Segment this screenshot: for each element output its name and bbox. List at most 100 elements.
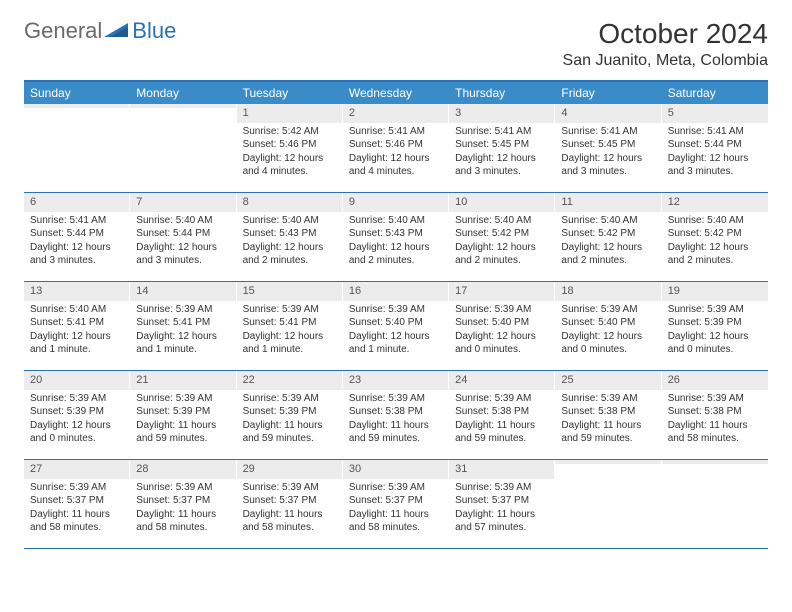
day-cell: 29Sunrise: 5:39 AMSunset: 5:37 PMDayligh… <box>237 460 343 548</box>
day-number: 17 <box>449 282 555 301</box>
daylight-text: Daylight: 12 hours and 3 minutes. <box>455 152 549 179</box>
sunset-text: Sunset: 5:44 PM <box>136 227 230 241</box>
day-number: 19 <box>662 282 768 301</box>
day-body <box>130 108 236 116</box>
sunrise-text: Sunrise: 5:40 AM <box>561 214 655 228</box>
sunset-text: Sunset: 5:41 PM <box>30 316 124 330</box>
sunset-text: Sunset: 5:46 PM <box>243 138 337 152</box>
day-number: 8 <box>237 193 343 212</box>
logo-text-blue: Blue <box>132 18 176 44</box>
weeks-container: 1Sunrise: 5:42 AMSunset: 5:46 PMDaylight… <box>24 104 768 549</box>
daylight-text: Daylight: 11 hours and 58 minutes. <box>668 419 762 446</box>
title-block: October 2024 San Juanito, Meta, Colombia <box>563 18 768 70</box>
sunrise-text: Sunrise: 5:39 AM <box>561 303 655 317</box>
day-body: Sunrise: 5:39 AMSunset: 5:39 PMDaylight:… <box>662 301 768 363</box>
day-number: 12 <box>662 193 768 212</box>
sunrise-text: Sunrise: 5:39 AM <box>30 481 124 495</box>
sunrise-text: Sunrise: 5:39 AM <box>243 303 337 317</box>
day-cell: 8Sunrise: 5:40 AMSunset: 5:43 PMDaylight… <box>237 193 343 281</box>
day-cell: 26Sunrise: 5:39 AMSunset: 5:38 PMDayligh… <box>662 371 768 459</box>
day-body: Sunrise: 5:39 AMSunset: 5:40 PMDaylight:… <box>449 301 555 363</box>
day-number: 3 <box>449 104 555 123</box>
day-cell: 6Sunrise: 5:41 AMSunset: 5:44 PMDaylight… <box>24 193 130 281</box>
day-cell: 16Sunrise: 5:39 AMSunset: 5:40 PMDayligh… <box>343 282 449 370</box>
daylight-text: Daylight: 12 hours and 1 minute. <box>349 330 443 357</box>
daylight-text: Daylight: 12 hours and 3 minutes. <box>561 152 655 179</box>
day-cell: 20Sunrise: 5:39 AMSunset: 5:39 PMDayligh… <box>24 371 130 459</box>
weekday-header-row: Sunday Monday Tuesday Wednesday Thursday… <box>24 82 768 104</box>
daylight-text: Daylight: 12 hours and 1 minute. <box>30 330 124 357</box>
sunrise-text: Sunrise: 5:39 AM <box>668 392 762 406</box>
day-body: Sunrise: 5:40 AMSunset: 5:41 PMDaylight:… <box>24 301 130 363</box>
day-body: Sunrise: 5:39 AMSunset: 5:40 PMDaylight:… <box>343 301 449 363</box>
day-cell: 25Sunrise: 5:39 AMSunset: 5:38 PMDayligh… <box>555 371 661 459</box>
day-body: Sunrise: 5:39 AMSunset: 5:37 PMDaylight:… <box>343 479 449 541</box>
day-number: 1 <box>237 104 343 123</box>
week-row: 27Sunrise: 5:39 AMSunset: 5:37 PMDayligh… <box>24 460 768 549</box>
day-body: Sunrise: 5:39 AMSunset: 5:39 PMDaylight:… <box>237 390 343 452</box>
sunrise-text: Sunrise: 5:39 AM <box>349 481 443 495</box>
day-cell: 19Sunrise: 5:39 AMSunset: 5:39 PMDayligh… <box>662 282 768 370</box>
day-body: Sunrise: 5:40 AMSunset: 5:43 PMDaylight:… <box>343 212 449 274</box>
day-body: Sunrise: 5:39 AMSunset: 5:41 PMDaylight:… <box>237 301 343 363</box>
day-body <box>24 108 130 116</box>
sunrise-text: Sunrise: 5:39 AM <box>668 303 762 317</box>
sunset-text: Sunset: 5:38 PM <box>561 405 655 419</box>
day-number: 4 <box>555 104 661 123</box>
day-body <box>555 464 661 472</box>
day-body: Sunrise: 5:41 AMSunset: 5:45 PMDaylight:… <box>449 123 555 185</box>
daylight-text: Daylight: 12 hours and 2 minutes. <box>243 241 337 268</box>
sunset-text: Sunset: 5:41 PM <box>243 316 337 330</box>
day-body: Sunrise: 5:39 AMSunset: 5:38 PMDaylight:… <box>343 390 449 452</box>
daylight-text: Daylight: 12 hours and 3 minutes. <box>136 241 230 268</box>
weekday-friday: Friday <box>555 82 661 104</box>
weekday-sunday: Sunday <box>24 82 130 104</box>
weekday-wednesday: Wednesday <box>343 82 449 104</box>
sunrise-text: Sunrise: 5:40 AM <box>668 214 762 228</box>
daylight-text: Daylight: 11 hours and 59 minutes. <box>136 419 230 446</box>
day-cell <box>662 460 768 548</box>
daylight-text: Daylight: 12 hours and 0 minutes. <box>30 419 124 446</box>
sunset-text: Sunset: 5:38 PM <box>455 405 549 419</box>
day-number: 2 <box>343 104 449 123</box>
sunrise-text: Sunrise: 5:39 AM <box>136 303 230 317</box>
sunset-text: Sunset: 5:41 PM <box>136 316 230 330</box>
daylight-text: Daylight: 11 hours and 59 minutes. <box>349 419 443 446</box>
sunset-text: Sunset: 5:43 PM <box>349 227 443 241</box>
sunrise-text: Sunrise: 5:39 AM <box>455 303 549 317</box>
day-number: 10 <box>449 193 555 212</box>
day-body: Sunrise: 5:41 AMSunset: 5:45 PMDaylight:… <box>555 123 661 185</box>
sunrise-text: Sunrise: 5:41 AM <box>30 214 124 228</box>
sunrise-text: Sunrise: 5:39 AM <box>455 392 549 406</box>
day-cell: 15Sunrise: 5:39 AMSunset: 5:41 PMDayligh… <box>237 282 343 370</box>
day-cell: 27Sunrise: 5:39 AMSunset: 5:37 PMDayligh… <box>24 460 130 548</box>
day-cell: 2Sunrise: 5:41 AMSunset: 5:46 PMDaylight… <box>343 104 449 192</box>
day-body: Sunrise: 5:39 AMSunset: 5:39 PMDaylight:… <box>130 390 236 452</box>
day-number: 14 <box>130 282 236 301</box>
daylight-text: Daylight: 12 hours and 2 minutes. <box>668 241 762 268</box>
sunset-text: Sunset: 5:38 PM <box>349 405 443 419</box>
daylight-text: Daylight: 12 hours and 3 minutes. <box>668 152 762 179</box>
day-number: 5 <box>662 104 768 123</box>
sunrise-text: Sunrise: 5:41 AM <box>455 125 549 139</box>
daylight-text: Daylight: 12 hours and 1 minute. <box>136 330 230 357</box>
day-cell: 28Sunrise: 5:39 AMSunset: 5:37 PMDayligh… <box>130 460 236 548</box>
daylight-text: Daylight: 11 hours and 59 minutes. <box>243 419 337 446</box>
sunset-text: Sunset: 5:40 PM <box>349 316 443 330</box>
daylight-text: Daylight: 12 hours and 4 minutes. <box>349 152 443 179</box>
sunset-text: Sunset: 5:37 PM <box>30 494 124 508</box>
day-body: Sunrise: 5:39 AMSunset: 5:40 PMDaylight:… <box>555 301 661 363</box>
sunrise-text: Sunrise: 5:41 AM <box>668 125 762 139</box>
sunset-text: Sunset: 5:45 PM <box>561 138 655 152</box>
sunrise-text: Sunrise: 5:39 AM <box>561 392 655 406</box>
day-number: 7 <box>130 193 236 212</box>
weekday-tuesday: Tuesday <box>237 82 343 104</box>
daylight-text: Daylight: 11 hours and 58 minutes. <box>30 508 124 535</box>
month-title: October 2024 <box>563 18 768 50</box>
day-body: Sunrise: 5:39 AMSunset: 5:37 PMDaylight:… <box>449 479 555 541</box>
day-body: Sunrise: 5:39 AMSunset: 5:38 PMDaylight:… <box>449 390 555 452</box>
day-number: 9 <box>343 193 449 212</box>
day-body: Sunrise: 5:39 AMSunset: 5:38 PMDaylight:… <box>555 390 661 452</box>
sunset-text: Sunset: 5:40 PM <box>455 316 549 330</box>
daylight-text: Daylight: 12 hours and 1 minute. <box>243 330 337 357</box>
